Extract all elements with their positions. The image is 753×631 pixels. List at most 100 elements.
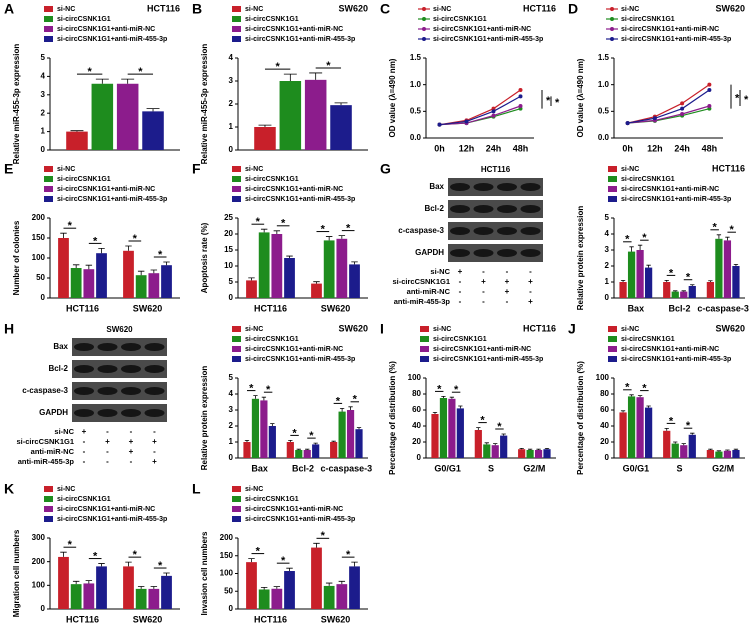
error-bar (629, 246, 634, 252)
y-tick-label: 0 (229, 604, 234, 613)
blot-band (450, 227, 470, 235)
error-bar (72, 264, 80, 268)
blot-band (497, 249, 517, 257)
error-bar (146, 108, 160, 112)
x-tick-label: SW620 (133, 303, 163, 313)
significance-label: * (68, 539, 73, 551)
bar (96, 253, 107, 298)
error-bar (708, 448, 713, 450)
error-bar (620, 280, 626, 282)
legend-label: si-circCSNK1G1 (621, 176, 675, 183)
blot-strip (448, 200, 543, 218)
error-bar (458, 405, 463, 409)
y-tick-label: 20 (224, 229, 233, 238)
blot-band (450, 205, 470, 213)
legend-swatch (608, 176, 617, 182)
x-tick-label: SW620 (321, 303, 351, 313)
bar (123, 250, 134, 298)
y-tick-label: 5 (605, 213, 610, 222)
legend-label: si-NC (57, 166, 75, 173)
panel: I HCT116 si-NC si-circCSNK1G1 si-circCSNK1G1… (380, 321, 556, 475)
bar (671, 443, 679, 458)
y-tick-label: 40 (600, 421, 609, 430)
significance-label: * (158, 560, 163, 572)
significance-label: * (321, 530, 326, 542)
y-tick-label: 2 (229, 421, 234, 430)
legend-swatch (608, 186, 617, 192)
bar (732, 450, 740, 458)
panel: SW620 si-NC si-circCSNK1G1 si-circCSNK1G1+a… (200, 323, 372, 473)
y-tick-label: 3 (229, 405, 234, 414)
bar (619, 412, 627, 458)
legend-swatch (232, 346, 241, 352)
error-bar (449, 396, 455, 399)
legend-label: si-NC (245, 166, 263, 173)
y-tick-label: 0 (41, 604, 46, 613)
condition-sign: + (505, 287, 510, 296)
error-bar (261, 396, 267, 401)
error-bar (137, 586, 145, 589)
y-tick-label: 25 (224, 213, 233, 222)
bar (70, 268, 82, 298)
y-tick-label: 0 (229, 293, 234, 302)
y-tick-label: 100 (32, 580, 46, 589)
legend-label: si-circCSNK1G1+anti-miR-NC (621, 186, 719, 193)
y-axis-label: Relative miR-455-3p expression (200, 44, 209, 165)
line (627, 105, 710, 124)
error-bar (527, 448, 533, 450)
error-bar (338, 235, 346, 239)
significance-label: * (642, 232, 647, 244)
legend-swatch (232, 326, 241, 332)
bar (66, 131, 88, 150)
error-bar (309, 72, 323, 80)
x-tick-label: 24h (486, 143, 502, 153)
x-tick-label: HCT116 (66, 614, 99, 624)
y-tick-label: 15 (224, 245, 233, 254)
y-tick-label: 150 (32, 233, 46, 242)
condition-sign: - (153, 427, 156, 436)
legend-label: si-circCSNK1G1+anti-miR-455-3p (433, 36, 543, 43)
legend-label: si-circCSNK1G1+anti-miR-455-3p (245, 516, 355, 523)
bar (688, 434, 696, 458)
error-bar (476, 427, 481, 430)
bar (243, 442, 251, 458)
y-tick-label: 20 (412, 437, 421, 446)
legend-label: si-circCSNK1G1+anti-miR-NC (245, 346, 343, 353)
legend-swatch (608, 356, 617, 362)
bar (330, 105, 352, 150)
error-bar (121, 78, 135, 84)
legend-label: si-circCSNK1G1+anti-miR-455-3p (245, 36, 355, 43)
bar (526, 450, 534, 458)
condition-sign: + (481, 277, 486, 286)
x-tick-label: SW620 (321, 614, 351, 624)
error-bar (313, 442, 318, 445)
error-bar (725, 236, 730, 241)
y-axis-label: Percentage of distribution (%) (388, 361, 397, 475)
significance-label: * (88, 66, 93, 78)
bar (448, 398, 456, 458)
error-bar (260, 586, 268, 590)
blot-band (520, 249, 541, 257)
error-bar (70, 130, 84, 132)
point (625, 121, 630, 126)
y-tick-label: 60 (600, 405, 609, 414)
legend-swatch (422, 17, 426, 21)
error-bar (150, 269, 158, 274)
panel-letter: L (192, 481, 201, 497)
y-tick-label: 5 (229, 277, 234, 286)
blot-row-label: GAPDH (415, 248, 444, 257)
y-tick-label: 5 (229, 373, 234, 382)
panel: B SW620 si-NC si-circCSNK1G1 si-circCSNK1G1+… (192, 1, 368, 165)
bar (83, 269, 95, 298)
significance-label: * (336, 395, 341, 407)
blot-band (144, 365, 165, 373)
line (439, 95, 521, 126)
error-bar (98, 563, 105, 567)
x-tick-label: G2/M (712, 463, 734, 473)
legend-swatch (608, 336, 617, 342)
panel-letter: H (4, 321, 14, 337)
significance-label: * (546, 95, 551, 107)
bar (135, 275, 147, 298)
